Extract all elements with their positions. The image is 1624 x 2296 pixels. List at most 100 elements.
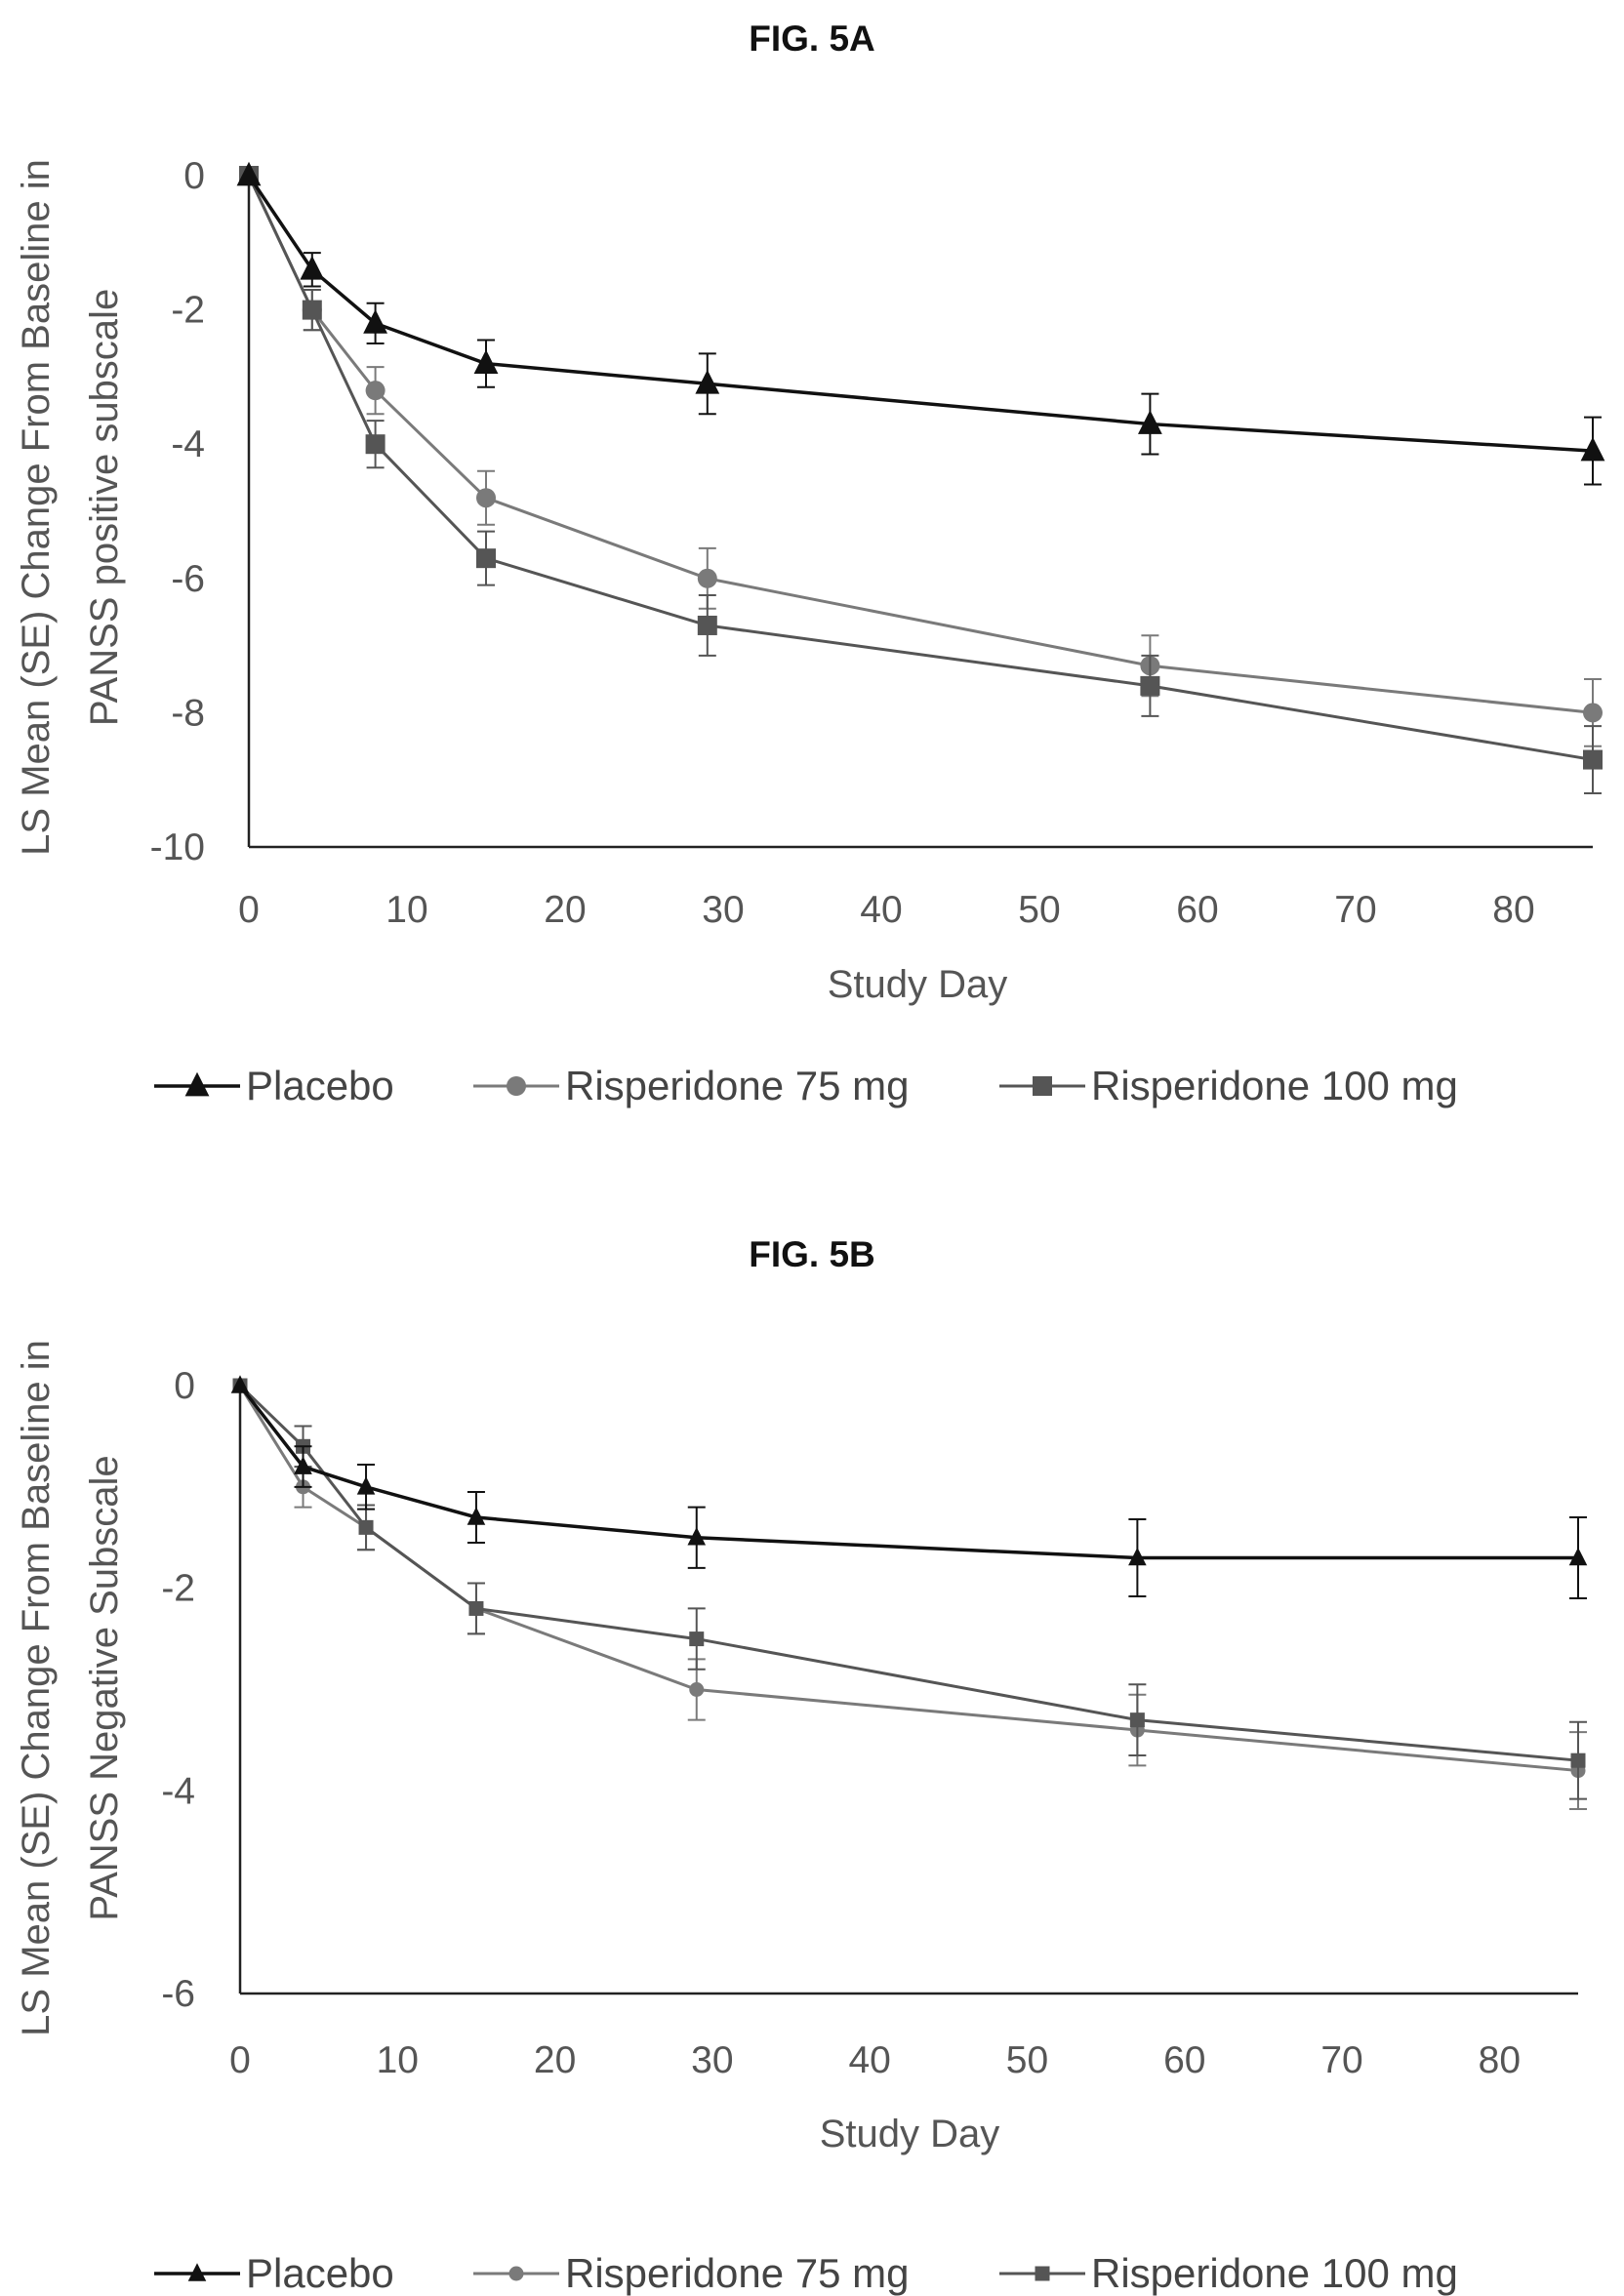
legend: Placebo Risperidone 75 mg Risperidone 100 … <box>154 2250 1458 2296</box>
legend-item: Risperidone 75 mg <box>473 1063 910 1108</box>
y-tick-label: -2 <box>171 290 205 332</box>
x-tick-label: 80 <box>1479 2039 1521 2081</box>
x-tick-label: 20 <box>544 889 586 931</box>
x-tick-label: 70 <box>1334 889 1376 931</box>
data-point <box>230 1375 250 1393</box>
y-axis-label-line: PANSS Negative Subscale <box>83 1455 126 1920</box>
x-tick-label: 20 <box>534 2039 576 2081</box>
data-point <box>476 488 496 508</box>
x-tick-label: 70 <box>1320 2039 1362 2081</box>
data-point <box>689 1682 705 1697</box>
legend-label: Placebo <box>246 2250 394 2296</box>
x-tick-label: 30 <box>691 2039 733 2081</box>
data-point <box>473 349 499 374</box>
series-risperidone-100-mg <box>239 166 1603 794</box>
x-tick-label: 60 <box>1176 889 1218 931</box>
data-point <box>365 434 386 455</box>
data-point <box>1583 703 1603 723</box>
legend-marker <box>1035 2266 1050 2281</box>
data-point <box>1129 1712 1145 1728</box>
legend-label: Risperidone 75 mg <box>565 2250 910 2296</box>
data-point <box>363 309 387 334</box>
x-tick-label: 10 <box>386 889 427 931</box>
data-point <box>236 161 262 186</box>
legend-marker <box>184 1071 210 1097</box>
y-axis-label: LS Mean (SE) Change From Baseline in PANS… <box>15 159 126 856</box>
legend-item: Risperidone 75 mg <box>473 2250 910 2296</box>
figure-title: FIG. 5A <box>749 19 875 59</box>
y-axis-label: LS Mean (SE) Change From Baseline in PANS… <box>15 1340 126 2036</box>
y-tick-label: 0 <box>174 1365 195 1407</box>
y-tick-label: -2 <box>161 1568 195 1610</box>
data-point <box>1138 410 1162 434</box>
data-point <box>467 1507 486 1525</box>
series-risperidone-75-mg <box>239 166 1603 747</box>
data-point <box>697 568 717 588</box>
data-point <box>476 548 496 569</box>
data-point <box>302 300 322 320</box>
x-tick-label: 40 <box>848 2039 890 2081</box>
panel-fig-5a: FIG. 5A LS Mean (SE) Change From Baselin… <box>15 19 1605 1108</box>
legend-label: Risperidone 100 mg <box>1091 2250 1458 2296</box>
data-point <box>356 1476 376 1495</box>
series-line <box>247 175 1594 453</box>
x-tick-label: 0 <box>229 2039 251 2081</box>
y-axis-label-line: PANSS positive subscale <box>83 289 126 726</box>
x-tick-label: 50 <box>1006 2039 1048 2081</box>
series-line <box>247 175 1594 714</box>
series-placebo <box>230 1375 1588 1600</box>
series-line <box>238 1384 1578 1560</box>
plot-area: 0 -2 -4 -6 0 10 20 30 40 50 60 70 80 <box>161 1365 1588 2081</box>
series-line <box>247 175 1594 762</box>
y-tick-label: -6 <box>171 558 205 600</box>
y-tick-label: -10 <box>150 826 205 868</box>
data-point <box>1580 436 1605 462</box>
plot-area: 0 -2 -4 -6 -8 -10 0 10 20 30 40 50 60 70 80 <box>150 155 1605 931</box>
x-tick-label: 40 <box>860 889 902 931</box>
series-placebo <box>236 161 1605 486</box>
data-point <box>468 1600 484 1616</box>
legend-label: Placebo <box>246 1063 394 1108</box>
x-tick-label: 80 <box>1492 889 1534 931</box>
data-point <box>294 1456 312 1474</box>
data-point <box>1140 675 1160 696</box>
y-axis-label-line: LS Mean (SE) Change From Baseline in <box>15 1340 58 2036</box>
series-line <box>238 1384 1579 1762</box>
data-point <box>689 1631 705 1647</box>
legend: Placebo Risperidone 75 mg Risperidone 100 … <box>154 1063 1458 1108</box>
y-axis-label-line: LS Mean (SE) Change From Baseline in <box>15 159 58 856</box>
x-tick-label: 50 <box>1018 889 1060 931</box>
x-tick-label: 10 <box>377 2039 419 2081</box>
data-point <box>695 370 720 394</box>
y-tick-label: -8 <box>171 692 205 734</box>
legend-marker <box>508 2266 524 2281</box>
figure-title: FIG. 5B <box>749 1234 875 1274</box>
x-tick-label: 60 <box>1163 2039 1205 2081</box>
series-risperidone-100-mg <box>232 1378 1587 1800</box>
legend-marker <box>1033 1076 1052 1096</box>
data-point <box>365 381 386 401</box>
series-line <box>238 1385 1579 1773</box>
y-tick-label: 0 <box>183 155 205 197</box>
data-point <box>1128 1547 1147 1566</box>
data-point <box>358 1519 374 1535</box>
data-point <box>300 256 325 280</box>
legend-item: Risperidone 100 mg <box>999 2250 1458 2296</box>
panel-fig-5b: FIG. 5B LS Mean (SE) Change From Baselin… <box>15 1234 1588 2296</box>
series-risperidone-75-mg <box>232 1378 1587 1811</box>
legend-label: Risperidone 100 mg <box>1091 1063 1458 1108</box>
y-tick-label: -4 <box>161 1770 195 1812</box>
legend-label: Risperidone 75 mg <box>565 1063 910 1108</box>
legend-marker <box>507 1076 526 1096</box>
x-axis-label: Study Day <box>820 2113 1000 2155</box>
x-tick-label: 0 <box>238 889 260 931</box>
y-tick-label: -6 <box>161 1973 195 2015</box>
data-point <box>687 1527 707 1546</box>
y-tick-label: -4 <box>171 423 205 465</box>
data-point <box>1583 749 1603 770</box>
legend-marker <box>187 2263 207 2281</box>
legend-item: Placebo <box>154 2250 394 2296</box>
data-point <box>1568 1547 1588 1566</box>
data-point <box>697 615 717 635</box>
